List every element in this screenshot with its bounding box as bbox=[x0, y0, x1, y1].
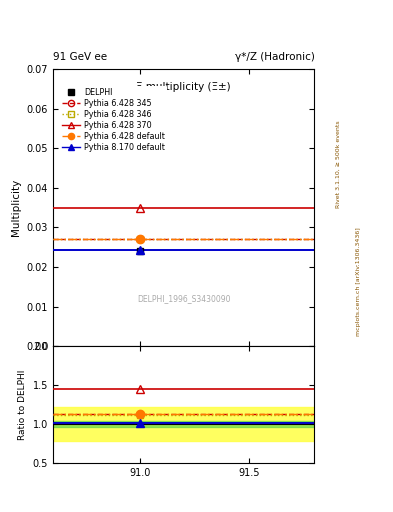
Text: Ξ multiplicity (Ξ±): Ξ multiplicity (Ξ±) bbox=[136, 81, 231, 92]
Bar bbox=[53, 407, 314, 441]
Legend: DELPHI, Pythia 6.428 345, Pythia 6.428 346, Pythia 6.428 370, Pythia 6.428 defau: DELPHI, Pythia 6.428 345, Pythia 6.428 3… bbox=[60, 86, 167, 155]
Text: 91 GeV ee: 91 GeV ee bbox=[53, 52, 107, 62]
Text: mcplots.cern.ch [arXiv:1306.3436]: mcplots.cern.ch [arXiv:1306.3436] bbox=[356, 227, 361, 336]
Y-axis label: Multiplicity: Multiplicity bbox=[11, 179, 21, 236]
Y-axis label: Ratio to DELPHI: Ratio to DELPHI bbox=[18, 370, 27, 440]
Text: γ*/Z (Hadronic): γ*/Z (Hadronic) bbox=[235, 52, 314, 62]
Text: Rivet 3.1.10, ≥ 500k events: Rivet 3.1.10, ≥ 500k events bbox=[336, 120, 341, 208]
Bar bbox=[53, 421, 314, 428]
Text: DELPHI_1996_S3430090: DELPHI_1996_S3430090 bbox=[137, 294, 230, 304]
